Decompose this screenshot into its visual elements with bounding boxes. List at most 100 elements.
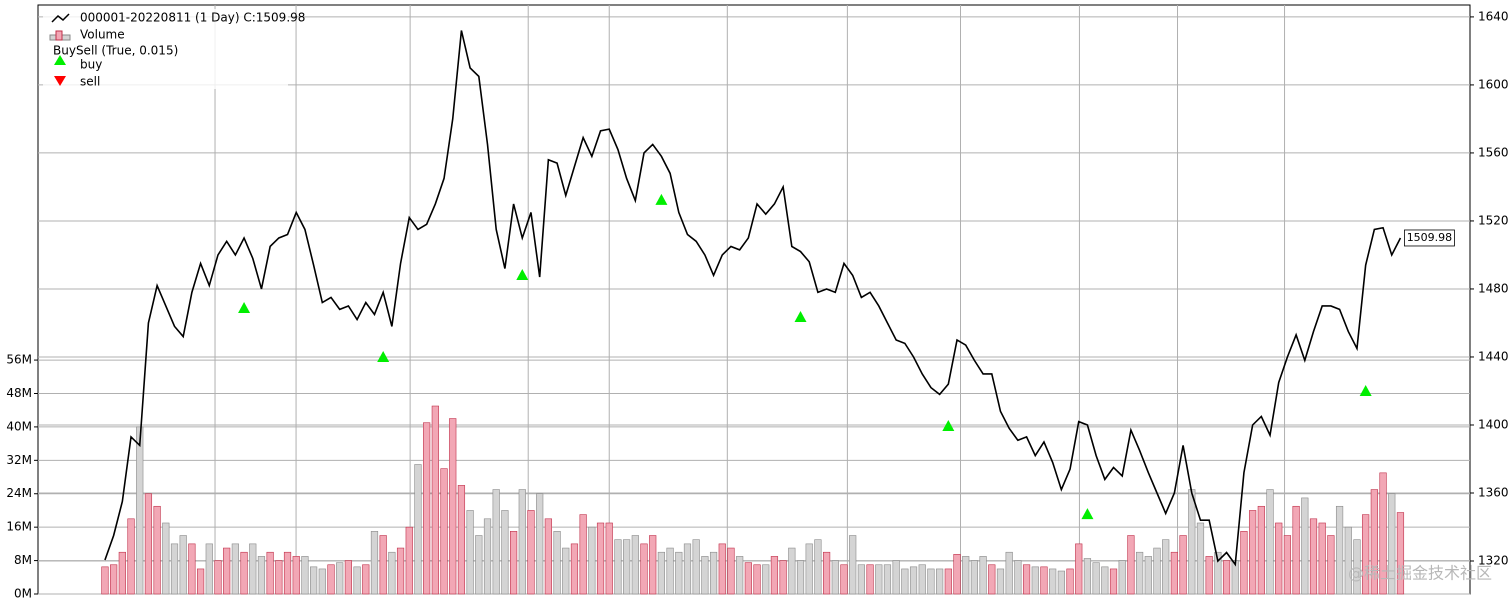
legend-volume-icon: [55, 30, 63, 41]
buy-marker: [1081, 508, 1094, 520]
y2-tick-label: 1560: [1478, 145, 1509, 159]
volume-bar: [866, 564, 874, 595]
volume-bar: [1388, 493, 1396, 595]
volume-bar: [196, 568, 205, 595]
y-tick-label: 8M: [14, 553, 32, 567]
volume-bar: [353, 566, 361, 595]
legend-buy-icon: [54, 55, 66, 65]
volume-bar: [909, 566, 918, 595]
volume-bar: [788, 547, 796, 595]
buy-marker: [516, 269, 529, 281]
volume-bar: [318, 568, 326, 595]
buy-marker: [942, 420, 955, 432]
volume-bar: [405, 526, 413, 595]
volume-bar: [205, 543, 213, 595]
legend-sell-icon: [54, 76, 66, 86]
grid: 0M 8M 16M 24M 32M 40M 48M 56M 1320 1360 1400 1440 14…: [6, 5, 1509, 601]
volume-bar: [1396, 512, 1405, 595]
volume-bar: [1109, 568, 1118, 595]
volume-bar: [970, 560, 979, 595]
volume-bar: [1188, 489, 1196, 595]
volume-bar: [1118, 560, 1126, 595]
y2-tick-label: 1600: [1478, 77, 1509, 91]
y2-tick-label: 1360: [1478, 485, 1509, 499]
volume-bar: [1049, 568, 1057, 595]
last-value-box: [1404, 229, 1455, 247]
volume-bar: [1257, 505, 1265, 595]
y-tick-label: 16M: [6, 520, 32, 534]
volume-bar: [214, 560, 222, 595]
volume-bar: [1249, 510, 1257, 595]
volume-bar: [179, 535, 187, 595]
volume-bar: [736, 556, 744, 595]
volume-bar: [527, 510, 535, 595]
volume-bar: [1014, 560, 1022, 595]
volume-bar: [1170, 551, 1178, 595]
y-tick-label: 56M: [6, 353, 32, 367]
volume-bar: [1031, 566, 1039, 595]
volume-bar: [631, 535, 639, 595]
volume-bar: [770, 556, 779, 595]
price-line: [104, 30, 1402, 567]
volume-bar: [683, 543, 692, 595]
volume-bar: [1370, 489, 1378, 595]
volume-bar: [1005, 551, 1013, 595]
volume-bar: [518, 489, 526, 595]
legend-label: sell: [80, 75, 100, 89]
volume-bar: [1075, 543, 1083, 595]
volume-bar: [466, 510, 474, 595]
volume-bar: [596, 522, 605, 595]
volume-bar: [370, 531, 379, 595]
volume-bar: [1292, 505, 1300, 595]
volume-bar: [1379, 472, 1387, 595]
volume-bar: [927, 568, 935, 595]
volume-bar: [423, 422, 431, 595]
volume-bar: [562, 547, 570, 595]
volume-bar: [570, 543, 579, 595]
volume-bar: [1101, 566, 1109, 595]
buy-marker: [377, 350, 390, 362]
volume-bar: [153, 505, 161, 595]
volume-bar: [605, 522, 613, 595]
volume-bar: [727, 547, 735, 595]
volume-bar: [301, 556, 309, 595]
volume-bar: [457, 485, 466, 595]
y2-tick-label: 1400: [1478, 417, 1509, 431]
volume-bar: [718, 543, 726, 595]
volume-bar: [779, 560, 787, 595]
volume-bar: [796, 560, 805, 595]
volume-bar: [814, 539, 822, 595]
volume-bar: [553, 531, 561, 595]
volume-bar: [936, 568, 944, 595]
volume-bar: [744, 562, 752, 595]
volume-bar: [614, 539, 622, 595]
legend-line-icon: [51, 13, 70, 23]
buy-marker: [794, 311, 807, 323]
y2-tick-label: 1520: [1478, 213, 1509, 227]
volume-bar: [883, 564, 892, 595]
volume-bar: [396, 547, 405, 595]
volume-bar: [362, 564, 370, 595]
volume-bar: [379, 535, 387, 595]
volume-bar: [292, 556, 300, 595]
volume-bar: [640, 543, 648, 595]
y2-tick-label: 1640: [1478, 9, 1509, 23]
buy-marker: [238, 302, 251, 314]
volume-bar: [440, 468, 448, 595]
volume-bar: [849, 535, 857, 595]
legend: 000001-20220811 (1 Day) C:1509.98 Volume…: [43, 9, 305, 89]
volume-bar: [501, 510, 509, 595]
volume-bar: [1335, 505, 1344, 595]
volume-bar: [1309, 518, 1318, 595]
volume-bar: [240, 551, 248, 595]
volume-bar: [1240, 531, 1248, 595]
volume-bar: [1266, 489, 1274, 595]
volume-bar: [1066, 568, 1074, 595]
volume-bar: [1344, 526, 1352, 595]
volume-bar: [875, 564, 883, 595]
y2-tick-label: 1440: [1478, 349, 1509, 363]
volume-bar: [1196, 522, 1205, 595]
volume-bar: [1318, 522, 1326, 595]
volume-bar: [101, 566, 109, 595]
